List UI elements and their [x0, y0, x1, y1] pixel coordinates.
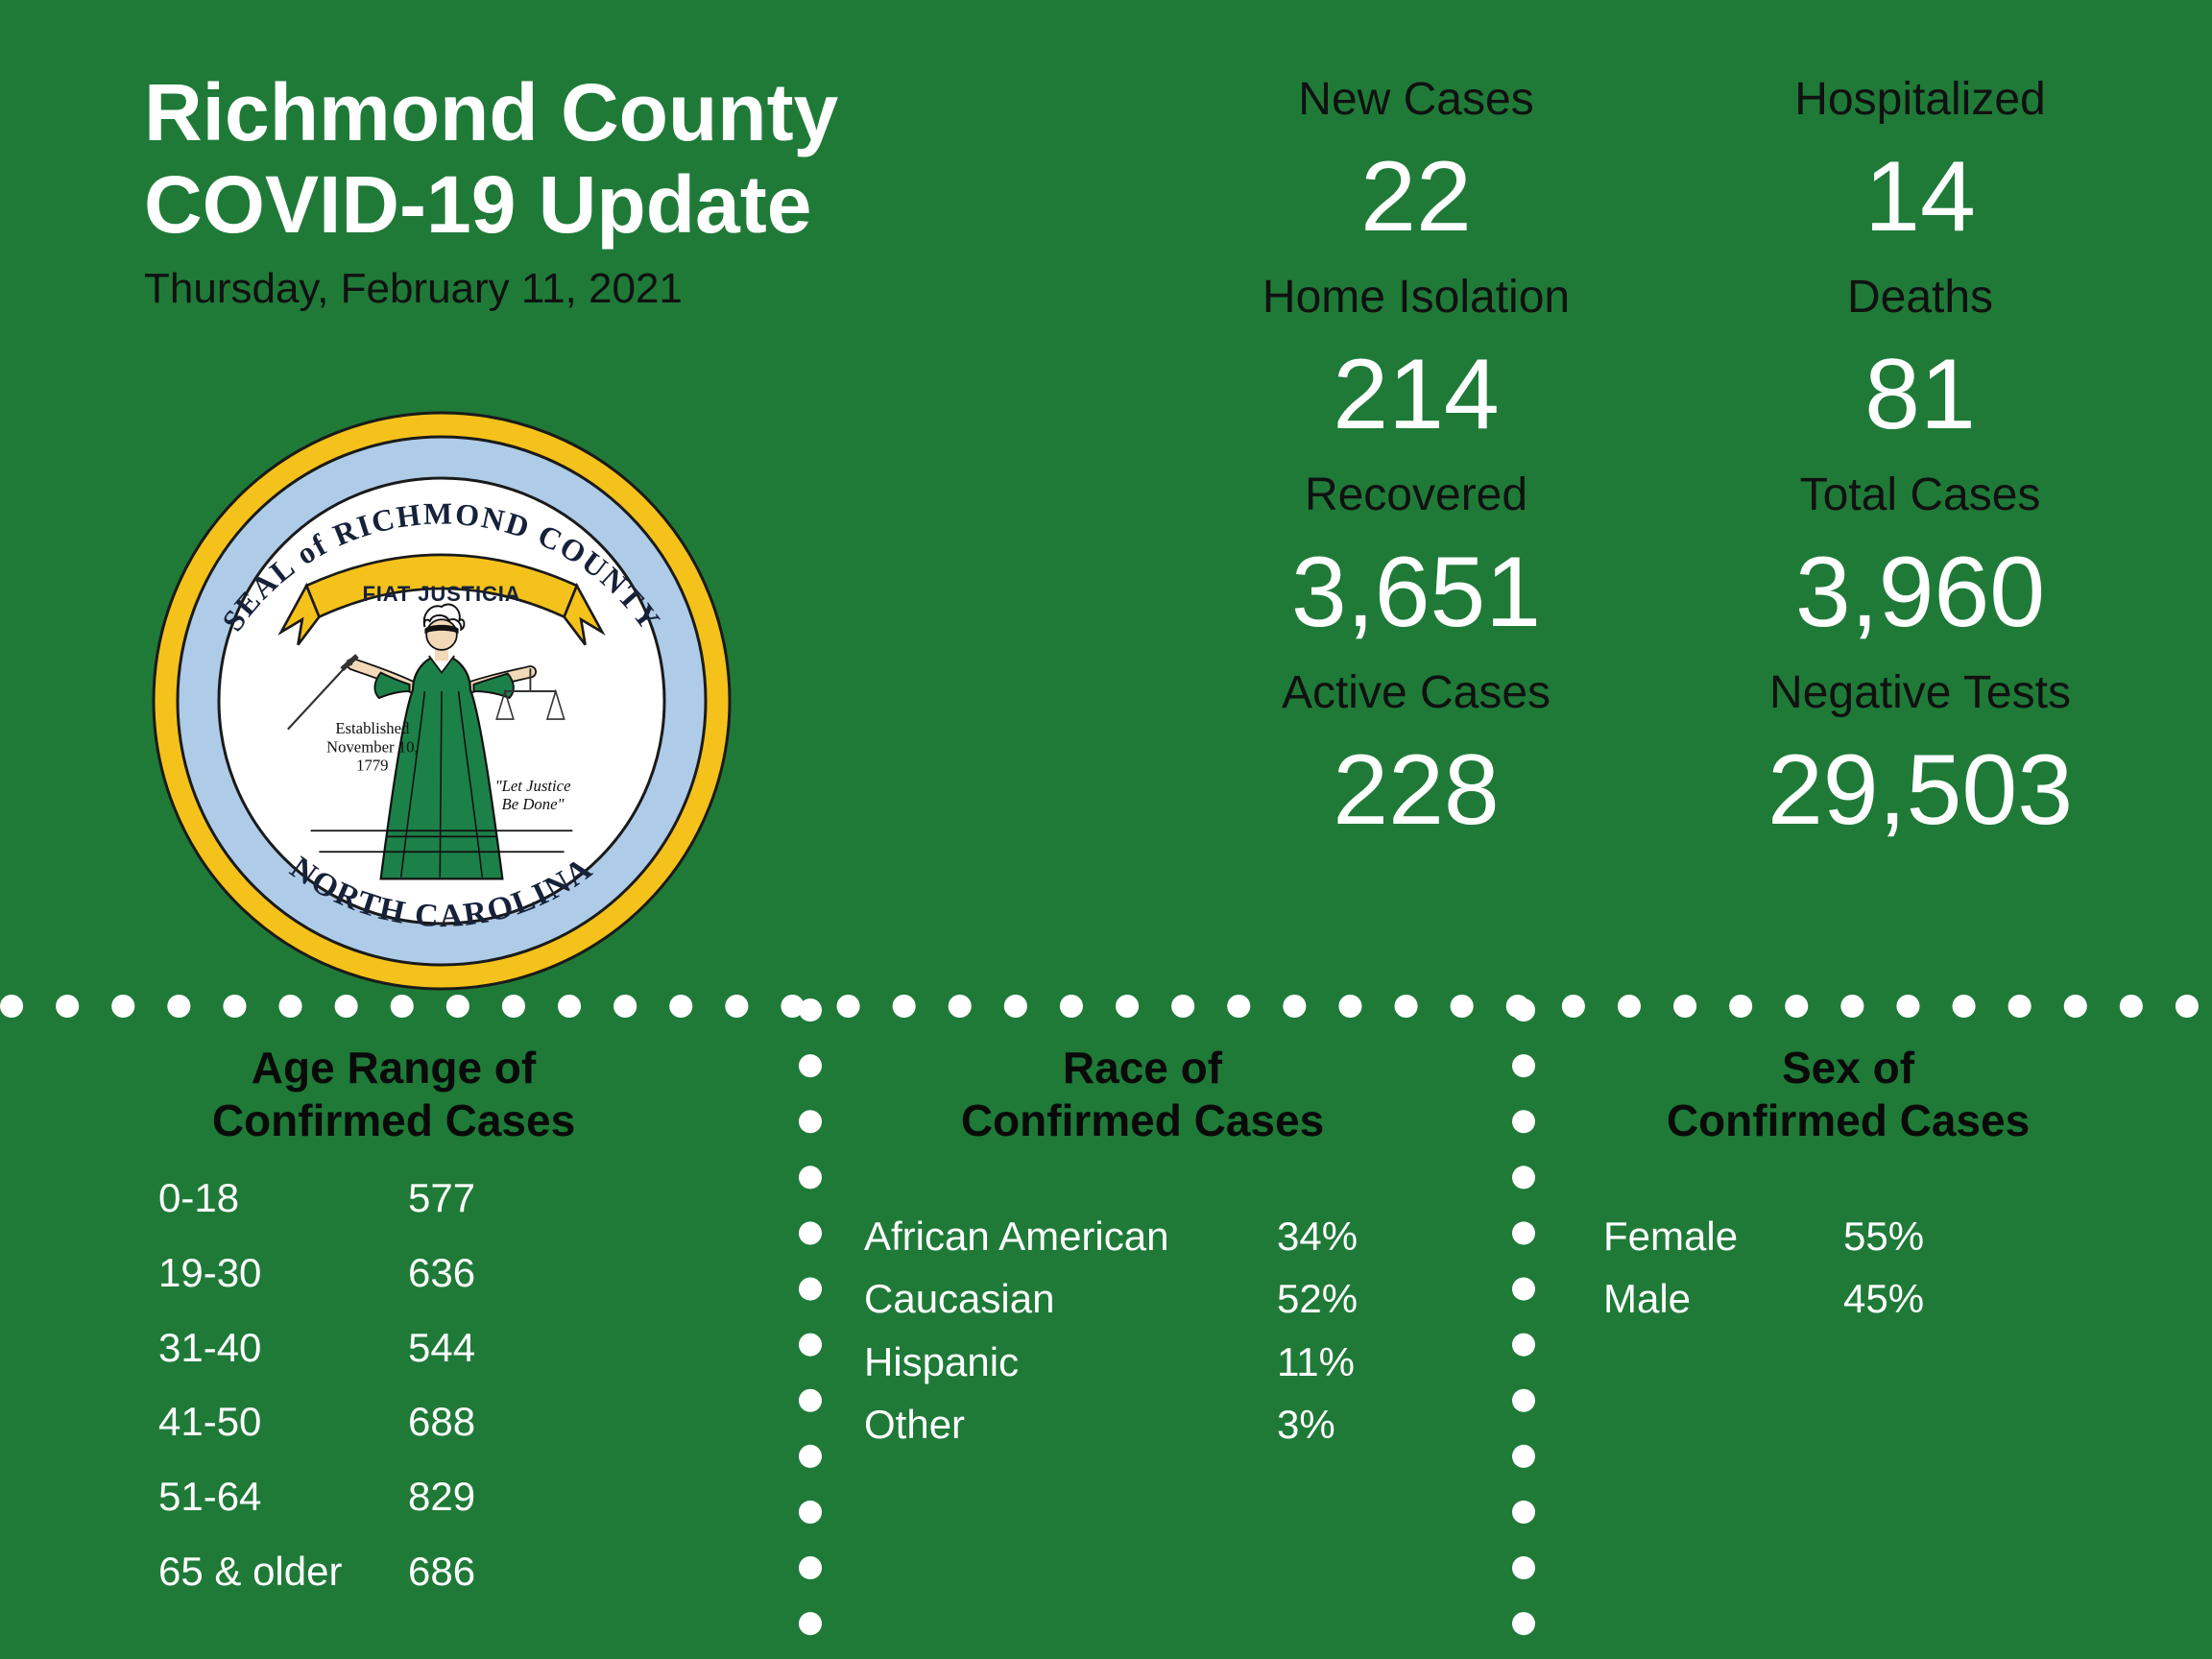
svg-text:November 10,: November 10, [326, 737, 419, 756]
svg-text:1779: 1779 [356, 757, 388, 775]
svg-text:Established: Established [335, 719, 410, 737]
svg-text:FIAT JUSTICIA: FIAT JUSTICIA [362, 582, 520, 606]
svg-text:"Let Justice: "Let Justice [495, 777, 571, 795]
svg-text:Be Done": Be Done" [502, 795, 565, 813]
